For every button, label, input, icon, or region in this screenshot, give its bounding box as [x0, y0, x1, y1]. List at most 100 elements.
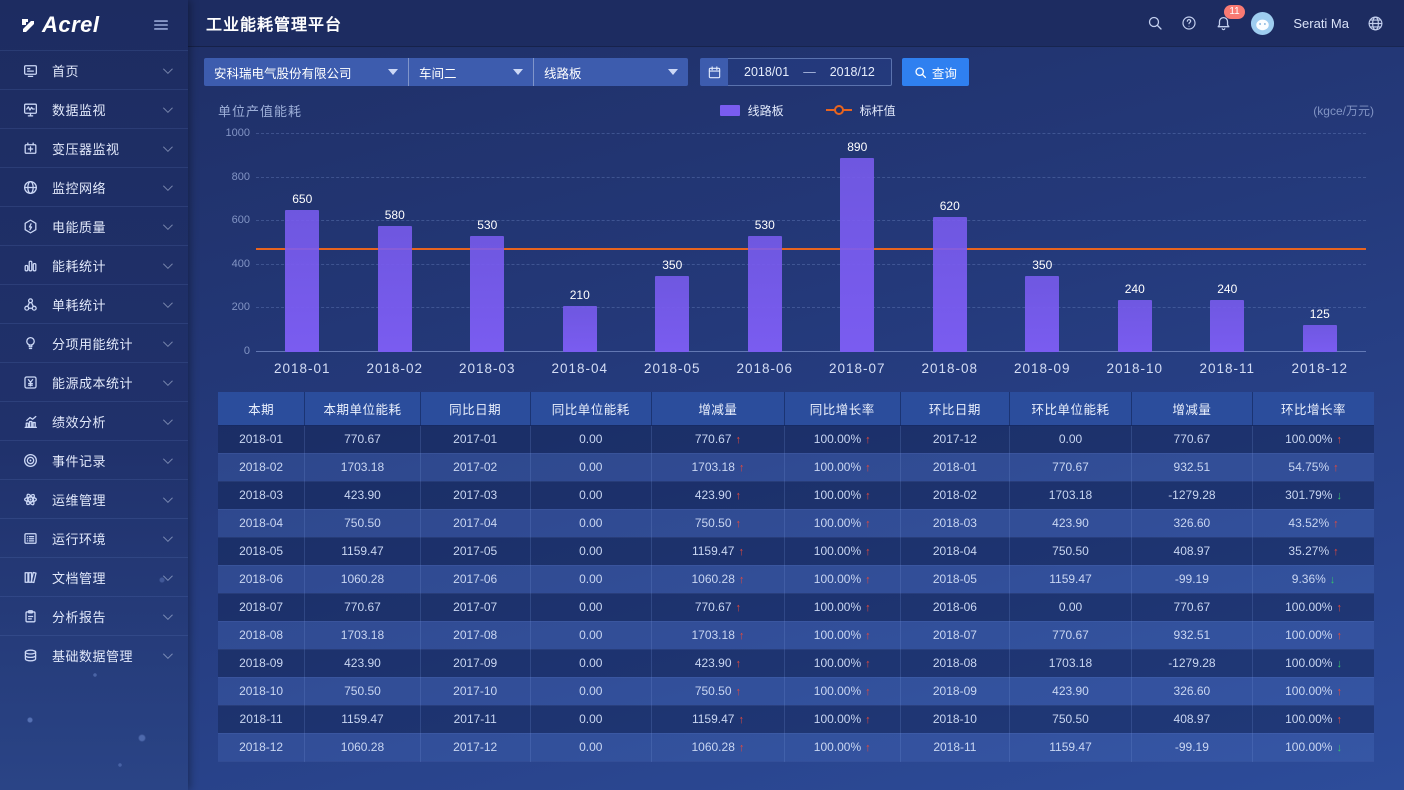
x-tick-label: 2018-11: [1199, 361, 1256, 376]
table-cell: 1060.28 ↑: [651, 565, 785, 594]
table-cell: 2017-10: [420, 677, 531, 706]
sidebar-item-ops[interactable]: 运维管理: [0, 479, 188, 518]
bar-group[interactable]: 890: [811, 134, 904, 352]
table-cell: 100.00% ↑: [784, 481, 901, 510]
chevron-down-icon: [162, 141, 173, 152]
bar-group[interactable]: 650: [256, 134, 349, 352]
bar-group[interactable]: 210: [534, 134, 627, 352]
filter-bar: 安科瑞电气股份有限公司 车间二 线路板 2018/01 —: [204, 58, 1388, 86]
table-cell: 100.00% ↑: [1252, 593, 1374, 622]
language-globe-icon[interactable]: [1367, 15, 1384, 32]
sidebar-item-event-log[interactable]: 事件记录: [0, 440, 188, 479]
up-arrow-icon: ↑: [1336, 686, 1342, 698]
bar-chart: 0 200 400 600 800 1000 650 580 530 210 350 530 890 62…: [226, 127, 1367, 357]
table-cell: 2017-12: [900, 425, 1011, 454]
calendar-button[interactable]: [700, 58, 728, 86]
menu-toggle-icon[interactable]: [152, 16, 170, 34]
notifications-button[interactable]: 11: [1215, 4, 1245, 32]
table-row: 2018-07 770.67 2017-07 0.00 770.67 ↑ 100.00% ↑ 2…: [218, 593, 1374, 622]
bar-group[interactable]: 620: [904, 134, 997, 352]
table-cell: 0.00: [530, 425, 652, 454]
bar-group[interactable]: 580: [349, 134, 442, 352]
chevron-down-icon: [162, 336, 173, 347]
table-cell: 0.00: [530, 593, 652, 622]
table-cell: 2018-11: [218, 705, 306, 734]
query-button[interactable]: 查询: [901, 58, 969, 86]
calendar-icon: [708, 65, 720, 78]
x-tick-label: 2018-10: [1106, 361, 1164, 376]
bar: [562, 306, 597, 352]
sidebar-item-transformer[interactable]: 变压器监视: [0, 128, 188, 167]
table-cell: 770.67: [304, 593, 421, 622]
topbar-actions: 11 Serati Ma: [1147, 4, 1384, 36]
acrel-logo[interactable]: Acrel: [18, 12, 100, 38]
chevron-down-icon: [162, 531, 173, 542]
table-cell: 408.97: [1131, 705, 1254, 734]
sidebar-item-network[interactable]: 监控网络: [0, 167, 188, 206]
bar-value-label: 890: [847, 139, 868, 154]
table-cell: 2018-11: [900, 733, 1011, 762]
line-select[interactable]: 线路板: [533, 58, 688, 86]
up-arrow-icon: ↑: [1333, 546, 1339, 558]
table-cell: -1279.28: [1131, 481, 1254, 510]
bar-group[interactable]: 240: [1181, 134, 1274, 352]
sidebar-item-report[interactable]: 分析报告: [0, 596, 188, 635]
query-button-label: 查询: [931, 66, 957, 81]
company-select[interactable]: 安科瑞电气股份有限公司: [204, 58, 408, 86]
chevron-down-icon: [162, 609, 173, 620]
bar-group[interactable]: 125: [1274, 134, 1367, 352]
table-cell: 423.90: [304, 649, 421, 678]
sidebar-item-subitem-energy[interactable]: 分项用能统计: [0, 323, 188, 362]
sidebar-item-home[interactable]: 首页: [0, 50, 188, 89]
bar-group[interactable]: 350: [996, 134, 1089, 352]
bar: [1025, 275, 1060, 352]
sidebar-item-document[interactable]: 文档管理: [0, 557, 188, 596]
table-cell: 2017-07: [420, 593, 531, 622]
y-tick-label: 600: [231, 214, 250, 227]
sidebar-item-data-monitor[interactable]: 数据监视: [0, 89, 188, 128]
legend-series[interactable]: 线路板: [719, 102, 784, 119]
bar-value-label: 620: [939, 198, 960, 213]
gridline: 0: [244, 345, 1366, 357]
bar-group[interactable]: 350: [626, 134, 719, 352]
bar-group[interactable]: 530: [719, 134, 812, 352]
y-tick-label: 0: [243, 345, 250, 357]
sidebar-item-performance[interactable]: 绩效分析: [0, 401, 188, 440]
table-cell: 1703.18: [1009, 649, 1132, 678]
x-tick-label: 2018-03: [458, 361, 516, 376]
up-arrow-icon: ↑: [735, 490, 742, 502]
bar-value-label: 350: [662, 257, 683, 272]
table-row: 2018-04 750.50 2017-04 0.00 750.50 ↑ 100.00% ↑ 2…: [218, 509, 1374, 538]
chart-header: 单位产值能耗 线路板 标杆值 (kgce/万元): [204, 98, 1388, 122]
sidebar-item-power-quality[interactable]: 电能质量: [0, 206, 188, 245]
table-cell: 100.00% ↑: [784, 677, 901, 706]
help-icon[interactable]: [1181, 15, 1197, 31]
table-cell: 2018-06: [218, 565, 306, 594]
bar-group[interactable]: 240: [1089, 134, 1182, 352]
sidebar-item-energy-cost[interactable]: 能源成本统计: [0, 362, 188, 401]
up-arrow-icon: ↑: [865, 686, 871, 698]
user-name[interactable]: Serati Ma: [1293, 15, 1349, 31]
bar-group[interactable]: 530: [441, 134, 534, 352]
x-tick-label: 2018-08: [921, 361, 979, 376]
table-cell: 2018-07: [218, 593, 306, 622]
chevron-down-icon: [162, 375, 173, 386]
legend-benchmark[interactable]: 标杆值: [825, 102, 896, 119]
sidebar-item-label: 单耗统计: [52, 297, 107, 313]
date-range-picker[interactable]: 2018/01 — 2018/12: [728, 58, 892, 86]
sidebar-item-base-data[interactable]: 基础数据管理: [0, 635, 188, 674]
up-arrow-icon: ↑: [738, 546, 744, 558]
company-select-value: 安科瑞电气股份有限公司: [214, 66, 352, 81]
table-cell: 43.52% ↑: [1252, 509, 1374, 538]
table-cell: 750.50: [304, 677, 421, 706]
table-cell: 0.00: [530, 677, 652, 706]
sidebar-item-unit-consumption[interactable]: 单耗统计: [0, 284, 188, 323]
table-cell: 2018-02: [218, 453, 306, 482]
up-arrow-icon: ↑: [1336, 714, 1342, 726]
workshop-select[interactable]: 车间二: [408, 58, 533, 86]
avatar[interactable]: [1250, 11, 1275, 36]
sidebar-item-runtime-env[interactable]: 运行环境: [0, 518, 188, 557]
sidebar-item-energy-stats[interactable]: 能耗统计: [0, 245, 188, 284]
search-icon[interactable]: [1147, 15, 1163, 31]
